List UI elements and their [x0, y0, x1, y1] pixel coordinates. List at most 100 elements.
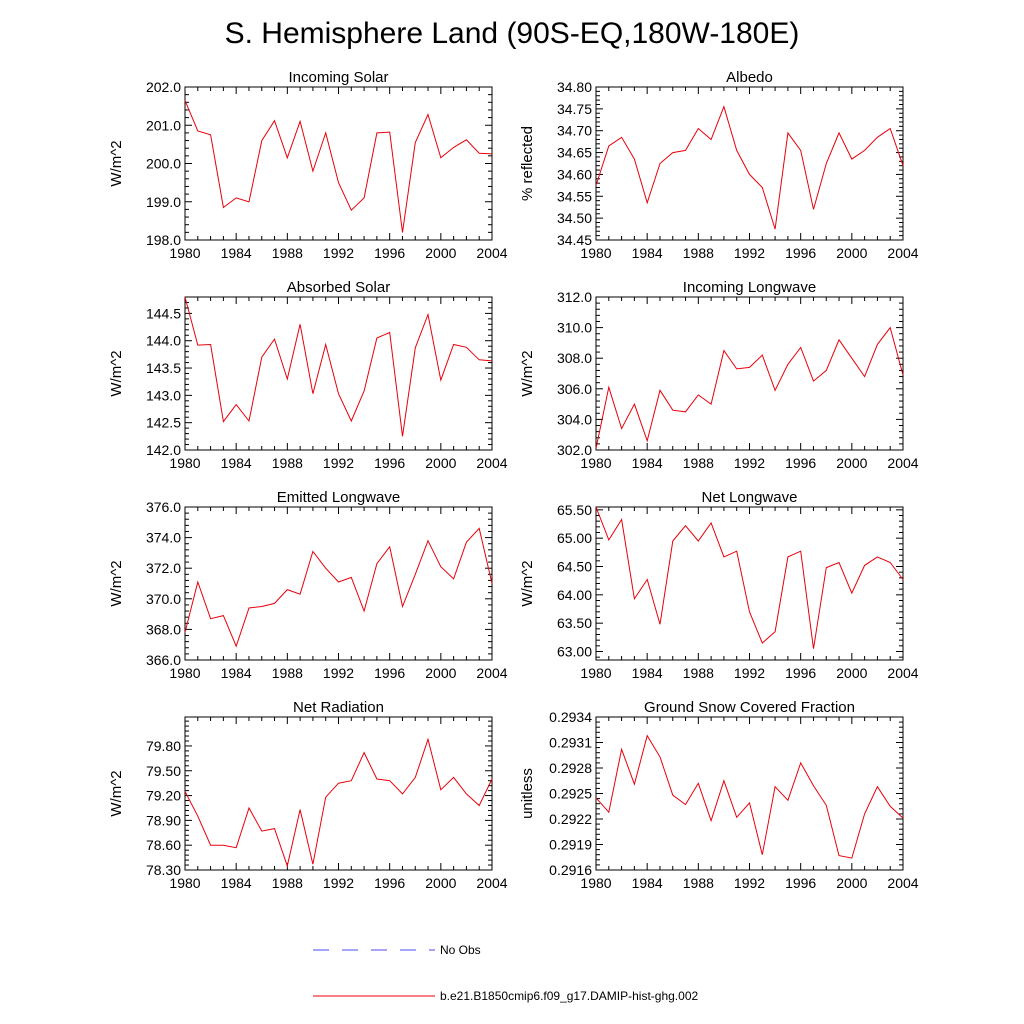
x-tick-label: 1996 [785, 875, 816, 891]
y-tick-label: 302.0 [557, 442, 592, 458]
legend-model-label: b.e21.B1850cmip6.f09_g17.DAMIP-hist-ghg.… [440, 989, 698, 1003]
plot-frame [184, 506, 493, 661]
x-tick-label: 2000 [425, 455, 456, 471]
x-tick-label: 1984 [632, 875, 663, 891]
y-tick-label: 34.45 [557, 232, 592, 248]
chart-panel: Albedo % reflected 1980 1984 1988 1992 1996 200… [519, 69, 919, 261]
x-tick-label: 2000 [836, 875, 867, 891]
y-tick-label: 201.0 [146, 117, 181, 133]
x-tick-label: 1984 [221, 665, 252, 681]
y-tick-label: 34.75 [557, 101, 592, 117]
x-tick-label: 1996 [374, 455, 405, 471]
x-tick-label: 2004 [476, 665, 507, 681]
x-tick-label: 1988 [272, 875, 303, 891]
chart-panel: Net Radiation W/m^2 1980 1984 1988 1992 1996 20… [108, 699, 508, 891]
y-tick-label: 34.65 [557, 145, 592, 161]
y-tick-label: 0.2934 [549, 709, 592, 725]
y-tick-label: 144.0 [146, 333, 181, 349]
y-axis-label: W/m^2 [108, 350, 125, 396]
y-tick-label: 65.50 [557, 502, 592, 518]
figure-title: S. Hemisphere Land (90S-EQ,180W-180E) [225, 17, 800, 50]
y-tick-label: 199.0 [146, 194, 181, 210]
y-tick-label: 366.0 [146, 652, 181, 668]
x-tick-label: 2000 [425, 875, 456, 891]
y-axis-label: W/m^2 [519, 350, 536, 396]
x-tick-label: 2004 [476, 245, 507, 261]
series-line [595, 734, 904, 859]
y-tick-label: 63.00 [557, 644, 592, 660]
y-tick-label: 308.0 [557, 350, 592, 366]
plot-frame [595, 86, 904, 241]
y-tick-label: 64.00 [557, 587, 592, 603]
y-tick-label: 79.50 [146, 763, 181, 779]
x-tick-label: 1988 [683, 665, 714, 681]
panel-title: Albedo [726, 69, 773, 86]
series-line [595, 506, 904, 649]
x-tick-label: 2000 [425, 665, 456, 681]
panel-title: Absorbed Solar [287, 279, 390, 296]
plot-frame [595, 506, 904, 661]
x-tick-label: 1988 [683, 245, 714, 261]
y-tick-label: 304.0 [557, 411, 592, 427]
x-tick-label: 1988 [683, 455, 714, 471]
series-line [184, 527, 493, 648]
x-tick-label: 1980 [580, 245, 611, 261]
y-axis-label: W/m^2 [108, 140, 125, 186]
x-tick-label: 1980 [580, 665, 611, 681]
legend-obs-label: No Obs [440, 943, 481, 957]
x-tick-label: 1984 [221, 245, 252, 261]
y-tick-label: 78.90 [146, 812, 181, 828]
x-tick-label: 1980 [580, 875, 611, 891]
panel-title: Net Radiation [293, 699, 384, 716]
y-tick-label: 0.2916 [549, 862, 592, 878]
x-tick-label: 1996 [785, 245, 816, 261]
y-tick-label: 372.0 [146, 560, 181, 576]
plot-frame [184, 86, 493, 241]
x-tick-label: 1992 [323, 245, 354, 261]
chart-panel: Incoming Longwave W/m^2 1980 1984 1988 1992 19… [519, 279, 919, 471]
x-tick-label: 1984 [632, 665, 663, 681]
x-tick-label: 1980 [580, 455, 611, 471]
x-tick-label: 1980 [169, 455, 200, 471]
x-tick-label: 1984 [632, 245, 663, 261]
x-tick-label: 1996 [785, 455, 816, 471]
y-axis-label: unitless [519, 768, 536, 819]
y-axis-label: W/m^2 [108, 770, 125, 816]
chart-panel: Absorbed Solar W/m^2 1980 1984 1988 1992 1996 2… [108, 279, 508, 471]
x-tick-label: 1988 [272, 245, 303, 261]
x-tick-label: 1996 [374, 875, 405, 891]
y-tick-label: 0.2925 [549, 786, 592, 802]
y-tick-label: 143.5 [146, 360, 181, 376]
x-tick-label: 1992 [323, 875, 354, 891]
chart-panel: Incoming Solar W/m^2 1980 1984 1988 1992 1996 2… [108, 69, 508, 261]
y-tick-label: 0.2928 [549, 760, 592, 776]
y-tick-label: 368.0 [146, 621, 181, 637]
x-tick-label: 2004 [887, 665, 918, 681]
panel-title: Net Longwave [702, 489, 798, 506]
y-axis-label: W/m^2 [519, 560, 536, 606]
y-tick-label: 143.0 [146, 387, 181, 403]
series-line [184, 737, 493, 868]
panel-title: Incoming Solar [288, 69, 388, 86]
y-tick-label: 202.0 [146, 79, 181, 95]
y-tick-label: 142.5 [146, 415, 181, 431]
y-tick-label: 63.50 [557, 615, 592, 631]
x-tick-label: 1992 [734, 875, 765, 891]
x-tick-label: 1992 [734, 455, 765, 471]
x-tick-label: 1992 [734, 245, 765, 261]
y-axis-label: W/m^2 [108, 560, 125, 606]
panel-title: Ground Snow Covered Fraction [644, 699, 855, 716]
series-line [595, 326, 904, 449]
x-tick-label: 2004 [476, 875, 507, 891]
y-tick-label: 200.0 [146, 156, 181, 172]
x-tick-label: 1980 [169, 245, 200, 261]
x-tick-label: 1992 [734, 665, 765, 681]
y-tick-label: 78.60 [146, 837, 181, 853]
chart-panel: Emitted Longwave W/m^2 1980 1984 1988 1992 199… [108, 489, 508, 681]
y-tick-label: 374.0 [146, 530, 181, 546]
chart-panel: Net Longwave W/m^2 1980 1984 1988 1992 1996 200… [519, 489, 919, 681]
x-tick-label: 1996 [374, 245, 405, 261]
x-tick-label: 2004 [887, 245, 918, 261]
y-tick-label: 79.80 [146, 738, 181, 754]
